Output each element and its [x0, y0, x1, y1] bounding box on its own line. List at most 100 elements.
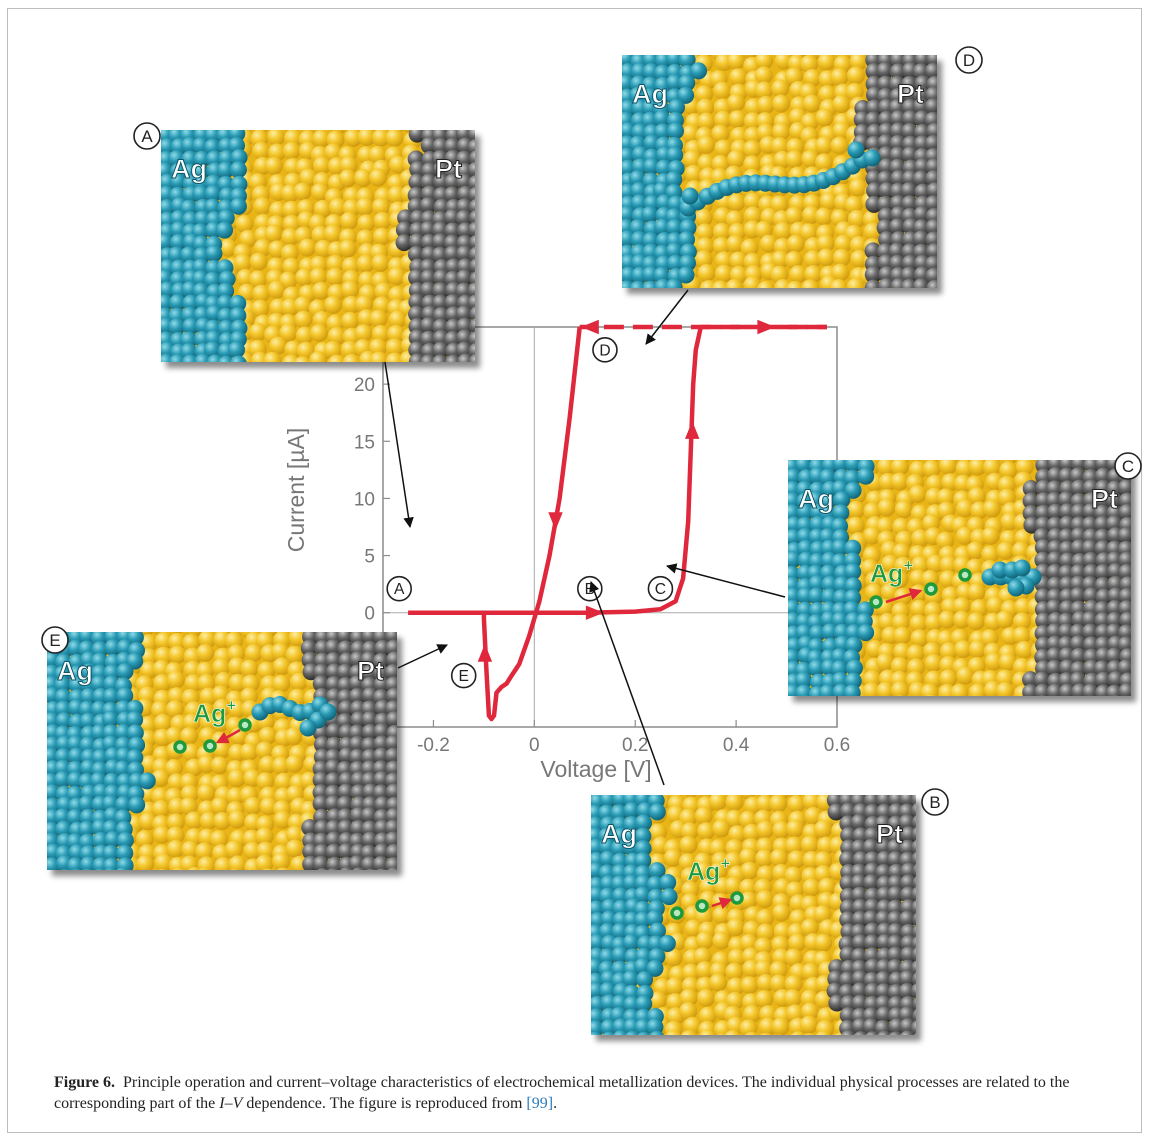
- y-axis-label: Current [µA]: [283, 428, 309, 552]
- pt-electrode-label: Pt: [897, 79, 924, 109]
- panel-atoms: [788, 460, 1131, 696]
- caption-iv: I–V: [219, 1095, 243, 1112]
- panel-atoms: [591, 795, 916, 1035]
- panel-atoms: [47, 632, 397, 870]
- letter-text: A: [394, 581, 405, 598]
- x-axis-label: Voltage [V]: [540, 756, 651, 782]
- caption-text: Principle operation and current–voltage …: [54, 1074, 1070, 1112]
- caption-reference-link[interactable]: [99]: [526, 1095, 554, 1112]
- letter-circle: [592, 337, 618, 363]
- filament-atom: [319, 703, 337, 721]
- arrow-reverse: [548, 512, 563, 531]
- chart-marker-c: C: [647, 575, 674, 602]
- letter-circle: [133, 122, 161, 150]
- letter-circle: [1114, 452, 1142, 480]
- ion-motion-arrow: [215, 728, 241, 744]
- caption-end: .: [553, 1095, 558, 1112]
- iv-curve-segment-1: [408, 326, 703, 615]
- x-tick-label: 0.2: [622, 735, 648, 756]
- ag-electrode-label: Ag: [632, 79, 668, 109]
- filament-atom: [1007, 579, 1025, 597]
- letter-text: D: [963, 51, 975, 70]
- letter-text: A: [141, 127, 153, 146]
- panel-letter-a: A: [133, 122, 161, 150]
- ag-ion: [203, 739, 217, 753]
- leader-arrows: [384, 289, 786, 786]
- pt-electrode-label: Pt: [1091, 484, 1118, 514]
- pt-electrode-label: Pt: [435, 154, 462, 184]
- leader-arrow-a: [384, 361, 414, 529]
- y-tick-label: 10: [354, 489, 375, 510]
- filament-atom: [863, 149, 881, 167]
- chart-plot-area: [382, 326, 838, 728]
- filament-atom: [847, 141, 865, 159]
- ag-electrode-label: Ag: [57, 656, 93, 686]
- ag-ion-charge: +: [720, 854, 730, 873]
- x-tick-label: -0.2: [417, 735, 450, 756]
- letter-circle: [647, 575, 674, 602]
- x-tick-label: 0.6: [824, 735, 850, 756]
- leader-arrow-e: [397, 644, 448, 669]
- letter-circle: [41, 626, 69, 654]
- panel-letter-c: C: [1114, 452, 1142, 480]
- panel-letter-b: B: [921, 788, 949, 816]
- y-tick-label: 20: [354, 375, 375, 396]
- ag-electrode-label: Ag: [171, 154, 207, 184]
- chart-marker-a: A: [386, 575, 412, 602]
- chart-marker-d: D: [592, 337, 618, 363]
- arrow-forward-b: [585, 605, 604, 620]
- pt-electrode-label: Pt: [876, 819, 903, 849]
- ag-ion: [924, 582, 938, 596]
- filament-atom: [1013, 559, 1031, 577]
- chart-marker-e: E: [450, 662, 477, 689]
- panel-atoms: [161, 130, 475, 362]
- letter-text: E: [49, 631, 60, 650]
- ag-electrode-label: Ag: [798, 484, 834, 514]
- letter-text: E: [459, 668, 469, 685]
- ion-motion-arrow: [711, 897, 733, 910]
- filament-atom: [991, 561, 1009, 579]
- leader-arrow-c: [665, 563, 786, 598]
- panel-letter-e: E: [41, 626, 69, 654]
- caption-label: Figure 6.: [54, 1074, 116, 1091]
- ag-ion: [695, 899, 709, 913]
- letter-circle: [955, 46, 983, 74]
- chart-direction-arrows: [477, 319, 776, 662]
- ag-ion-charge: +: [226, 696, 236, 715]
- y-tick-label: 15: [354, 432, 375, 453]
- ag-ion: [238, 718, 252, 732]
- letter-text: C: [655, 581, 666, 598]
- letter-text: B: [929, 793, 940, 812]
- arrow-compliance: [757, 319, 776, 335]
- arrow-set-c: [685, 420, 700, 439]
- y-tick-label: 5: [364, 547, 375, 568]
- ag-ion-charge: +: [903, 556, 913, 575]
- panel-atoms: [622, 55, 937, 288]
- ag-ion: [730, 891, 744, 905]
- iv-curve-segment-4: [408, 326, 582, 722]
- chart-marker-b: B: [577, 575, 603, 602]
- letter-circle: [386, 575, 412, 602]
- arrow-reset-e: [477, 643, 493, 662]
- panel-letter-d: D: [955, 46, 983, 74]
- letter-text: D: [599, 342, 610, 359]
- panel-letters: A D C E B: [41, 46, 1142, 816]
- x-tick-label: 0.4: [723, 735, 750, 756]
- caption-text-2: dependence. The figure is reproduced fro…: [242, 1095, 527, 1112]
- ion-motion-arrow: [885, 588, 923, 604]
- chart-series: [408, 324, 827, 722]
- leader-arrow-b: [589, 581, 665, 786]
- ag-ion: [869, 595, 883, 609]
- letter-circle: [921, 788, 949, 816]
- y-tick-label: 0: [364, 604, 375, 625]
- filament-atom: [299, 719, 317, 737]
- arrow-return-d: [580, 319, 599, 335]
- pt-electrode-label: Pt: [357, 656, 384, 686]
- x-tick-label: 0: [529, 735, 540, 756]
- ag-ion: [173, 740, 187, 754]
